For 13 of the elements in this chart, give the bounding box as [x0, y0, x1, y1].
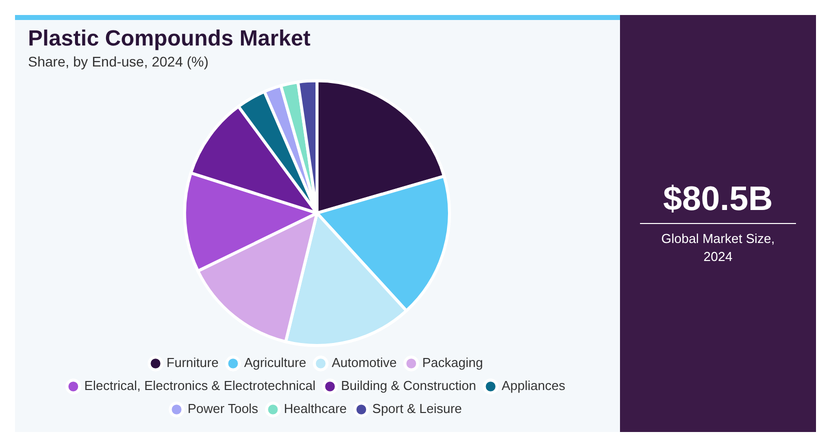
- side-panel: $80.5B Global Market Size, 2024: [620, 15, 816, 432]
- legend-label: Furniture: [166, 355, 219, 370]
- legend-label: Building & Construction: [340, 378, 476, 394]
- legend-label: Packaging: [422, 355, 483, 370]
- legend-label: Agriculture: [244, 355, 306, 370]
- legend-label: Healthcare: [284, 401, 347, 416]
- legend-label: Sport & Leisure: [372, 401, 462, 416]
- legend-label: Electrical, Electronics & Electrotechnical: [84, 378, 316, 394]
- chart-title: Plastic Compounds Market: [28, 25, 312, 50]
- legend-label: Appliances: [502, 378, 566, 394]
- chart-subtitle: Share, by End-use, 2024 (%): [28, 54, 209, 70]
- legend-label: Automotive: [332, 355, 397, 370]
- legend-label: Power Tools: [188, 401, 259, 416]
